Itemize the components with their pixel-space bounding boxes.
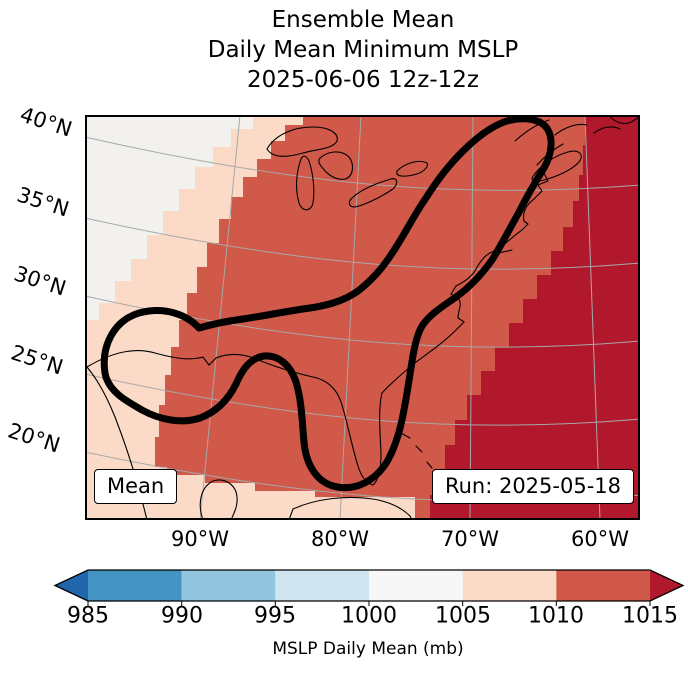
colorbar-tick-985: 985 — [67, 603, 109, 629]
graticule — [85, 115, 640, 520]
colorbar-seg-990-995 — [181, 570, 276, 601]
colorbar-seg-1010-1015 — [556, 570, 650, 601]
colorbar-arrow-low — [55, 570, 88, 601]
colorbar-tick-1000: 1000 — [341, 603, 397, 629]
lon-label-80w: 80°W — [311, 527, 369, 551]
lat-label-25n: 25°N — [8, 340, 66, 380]
colorbar — [53, 569, 685, 606]
lon-label-60w: 60°W — [571, 527, 629, 551]
pressure-band-1000-1005 — [85, 115, 253, 320]
colorbar-tick-990: 990 — [161, 603, 203, 629]
colorbar-axis-label: MSLP Daily Mean (mb) — [272, 639, 464, 659]
colorbar-seg-1005-1010 — [462, 570, 557, 601]
map-plot — [85, 115, 640, 520]
title-line-2: Daily Mean Minimum MSLP — [207, 37, 519, 63]
coastlines — [86, 115, 640, 520]
colorbar-seg-985-990 — [88, 570, 182, 601]
title-line-1: Ensemble Mean — [271, 7, 455, 33]
coastline-great-lakes — [266, 126, 428, 211]
colorbar-seg-1000-1005 — [369, 570, 463, 601]
lat-label-30n: 30°N — [11, 261, 69, 301]
colorbar-tick-995: 995 — [254, 603, 296, 629]
lat-label-20n: 20°N — [5, 418, 63, 458]
map-frame — [85, 115, 640, 520]
run-annotation-box: Run: 2025-05-18 — [431, 469, 634, 504]
figure-title: Ensemble Mean Daily Mean Minimum MSLP 20… — [208, 5, 519, 95]
lat-label-40n: 40°N — [17, 102, 75, 142]
coastline-islands — [199, 432, 433, 520]
colorbar-tick-1010: 1010 — [528, 603, 584, 629]
colorbar-tickmarks — [87, 601, 651, 606]
colorbar-seg-995-1000 — [275, 570, 369, 601]
lon-label-90w: 90°W — [171, 527, 229, 551]
ensemble-mean-contour — [100, 115, 555, 492]
pressure-band-gt-1015 — [430, 115, 640, 520]
colorbar-tick-1005: 1005 — [435, 603, 491, 629]
graticule-parallels — [85, 136, 640, 502]
colorbar-arrow-high — [650, 570, 683, 601]
mean-annotation-label: Mean — [107, 474, 165, 498]
title-line-3: 2025-06-06 12z-12z — [247, 67, 479, 93]
lat-label-35n: 35°N — [14, 182, 72, 222]
run-annotation-label: Run: 2025-05-18 — [444, 474, 621, 498]
graticule-meridians — [199, 115, 601, 520]
lon-label-70w: 70°W — [441, 527, 499, 551]
mean-annotation-box: Mean — [94, 469, 178, 504]
colorbar-tick-1015: 1015 — [622, 603, 678, 629]
